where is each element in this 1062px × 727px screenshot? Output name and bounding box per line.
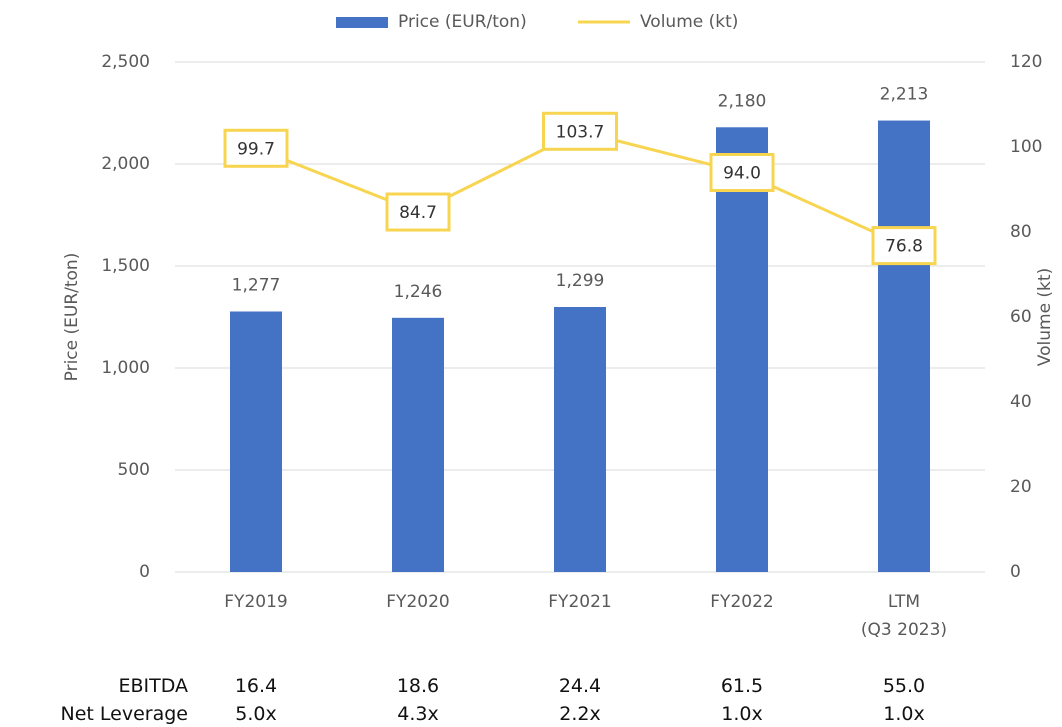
y-tick-label: 2,500 bbox=[101, 52, 150, 72]
line-value-label: 84.7 bbox=[399, 203, 437, 223]
x-tick-label: LTM (Q3 2023) bbox=[860, 592, 948, 640]
x-tick-label: FY2021 bbox=[548, 592, 612, 612]
bar-value-label: 2,180 bbox=[718, 91, 767, 111]
y-tick-label: 1,500 bbox=[101, 256, 150, 276]
value-label-box bbox=[385, 192, 451, 232]
bar bbox=[392, 317, 444, 572]
line-value-label: 94.0 bbox=[723, 164, 761, 184]
line-value-label: 76.8 bbox=[885, 237, 923, 257]
value-label-box bbox=[871, 226, 937, 266]
cell: 1.0x bbox=[883, 703, 925, 725]
cell: 55.0 bbox=[882, 675, 926, 697]
legend-label: Volume (kt) bbox=[640, 12, 738, 32]
y-tick-label: 2,000 bbox=[101, 154, 150, 174]
row-label: EBITDA bbox=[118, 675, 188, 697]
value-label-box bbox=[223, 128, 289, 168]
y2-tick-label: 0 bbox=[1010, 562, 1021, 582]
bar-value-label: 1,277 bbox=[232, 275, 281, 295]
y2-axis-title: Volume (kt) bbox=[1035, 268, 1055, 366]
cell: 5.0x bbox=[235, 703, 277, 725]
cell: 2.2x bbox=[559, 703, 601, 725]
y-tick-label: 1,000 bbox=[101, 358, 150, 378]
cell: 61.5 bbox=[720, 675, 764, 697]
x-tick-label: FY2022 bbox=[710, 592, 774, 612]
y-axis-title: Price (EUR/ton) bbox=[62, 253, 82, 382]
bar bbox=[878, 120, 930, 572]
y-tick-label: 0 bbox=[139, 562, 150, 582]
bar bbox=[554, 307, 606, 572]
cell: 4.3x bbox=[397, 703, 439, 725]
line-value-label: 103.7 bbox=[556, 122, 605, 142]
bar bbox=[716, 127, 768, 572]
x-tick-label: FY2020 bbox=[386, 592, 450, 612]
cell: 18.6 bbox=[396, 675, 440, 697]
value-label-box bbox=[542, 111, 618, 151]
bar-value-label: 1,299 bbox=[556, 271, 605, 291]
legend-label: Price (EUR/ton) bbox=[398, 12, 527, 32]
bar-value-label: 2,213 bbox=[880, 85, 929, 105]
cell: 1.0x bbox=[721, 703, 763, 725]
value-label-box bbox=[709, 153, 775, 192]
legend-swatch bbox=[336, 17, 388, 28]
y-tick-label: 500 bbox=[118, 460, 150, 480]
row-label: Net Leverage bbox=[60, 703, 188, 725]
cell: 24.4 bbox=[558, 675, 602, 697]
y2-tick-label: 40 bbox=[1010, 392, 1032, 412]
y2-tick-label: 20 bbox=[1010, 477, 1032, 497]
y2-tick-label: 60 bbox=[1010, 307, 1032, 327]
y2-tick-label: 120 bbox=[1010, 52, 1042, 72]
bar-value-label: 1,246 bbox=[394, 282, 443, 302]
line-value-label: 99.7 bbox=[237, 139, 275, 159]
y2-tick-label: 100 bbox=[1010, 137, 1042, 157]
x-tick-label: FY2019 bbox=[224, 592, 288, 612]
cell: 16.4 bbox=[234, 675, 278, 697]
y2-tick-label: 80 bbox=[1010, 222, 1032, 242]
bar bbox=[230, 311, 282, 572]
